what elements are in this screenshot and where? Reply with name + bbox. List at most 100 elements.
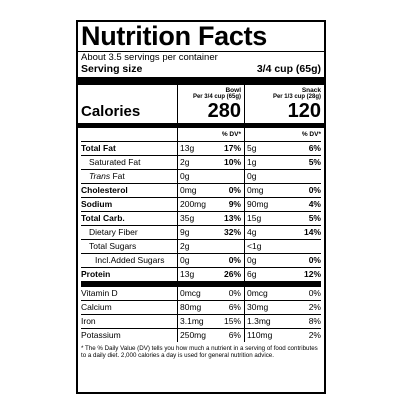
nutrient-name: Calcium: [81, 302, 112, 312]
bowl-amount: 35g: [177, 212, 212, 225]
nutrient-table: Total Fat 13g 17% 5g 6% Saturated Fat 2g 10% 1g 5…: [81, 141, 321, 342]
snack-dv: 0%: [308, 288, 321, 298]
bowl-dv: [212, 170, 244, 183]
snack-amount: 0g: [244, 170, 280, 183]
bowl-dv: 10%: [223, 157, 241, 167]
nutrient-row: Cholesterol 0mg 0% 0mg 0%: [81, 183, 321, 197]
snack-amount: 1g: [244, 156, 280, 169]
snack-amount: <1g: [244, 240, 280, 253]
snack-amount: 15g: [244, 212, 280, 225]
nutrient-row: Sodium 200mg 9% 90mg 4%: [81, 197, 321, 211]
thick-divider: [78, 77, 324, 85]
bowl-column-header: Bowl Per 3/4 cup (65g) 280: [177, 85, 244, 123]
bowl-amount: 2g: [177, 240, 212, 253]
dv-header-spacer: [81, 128, 177, 141]
nutrition-facts-label: Nutrition Facts About 3.5 servings per c…: [76, 20, 326, 394]
snack-dv: 12%: [303, 269, 321, 279]
snack-amount: 0mg: [244, 184, 280, 197]
snack-dv: 0%: [308, 255, 321, 265]
bowl-dv: [212, 240, 244, 253]
dv-header: % DV*: [177, 128, 244, 141]
snack-amount: 6g: [244, 268, 280, 281]
nutrient-row: Iron 3.1mg 15% 1.3mg 8%: [81, 314, 321, 328]
calories-value: 280: [207, 100, 241, 122]
snack-amount: 1.3mg: [244, 315, 280, 328]
nutrient-name: Dietary Fiber: [89, 227, 138, 237]
bowl-amount: 0mg: [177, 184, 212, 197]
bowl-dv: 26%: [223, 269, 241, 279]
label-title: Nutrition Facts: [81, 21, 268, 51]
bowl-amount: 13g: [177, 268, 212, 281]
nutrient-row: Calcium 80mg 6% 30mg 2%: [81, 300, 321, 314]
snack-amount: 30mg: [244, 301, 280, 314]
serving-size: Serving size 3/4 cup (65g): [81, 63, 321, 75]
nutrient-row: Total Carb. 35g 13% 15g 5%: [81, 211, 321, 225]
snack-amount: 90mg: [244, 198, 280, 211]
nutrient-row: Incl.Added Sugars 0g 0% 0g 0%: [81, 253, 321, 267]
bowl-dv: 32%: [223, 227, 241, 237]
nutrient-name-italic: Trans: [89, 171, 111, 181]
nutrient-row: Total Sugars 2g <1g: [81, 239, 321, 253]
column-name: Bowl: [225, 87, 241, 94]
column-portion: Per 3/4 cup (65g): [192, 94, 241, 100]
nutrient-name: Total Fat: [81, 143, 116, 153]
bowl-amount: 250mg: [177, 329, 212, 342]
calories-label: Calories: [81, 103, 141, 120]
snack-amount: 4g: [244, 226, 280, 239]
nutrient-name: Total Sugars: [89, 241, 137, 251]
snack-amount: 0mcg: [244, 287, 280, 300]
snack-amount: 110mg: [244, 329, 280, 342]
nutrient-name: Potassium: [81, 330, 121, 340]
nutrient-name: Protein: [81, 269, 111, 279]
snack-dv: 2%: [308, 302, 321, 312]
nutrient-row: Protein 13g 26% 6g 12%: [81, 267, 321, 286]
snack-dv: 0%: [308, 185, 321, 195]
bowl-amount: 0g: [177, 170, 212, 183]
snack-column-header: Snack Per 1/3 cup (28g) 120: [244, 85, 324, 123]
nutrient-row: Trans Fat 0g 0g: [81, 169, 321, 183]
nutrient-name: Trans Fat: [81, 170, 177, 183]
nutrient-name: Total Carb.: [81, 213, 125, 223]
divider: [78, 51, 324, 52]
snack-dv: [280, 170, 324, 183]
bowl-dv: 6%: [228, 330, 241, 340]
nutrient-row: Total Fat 13g 17% 5g 6%: [81, 141, 321, 155]
footnote: * The % Daily Value (DV) tells you how m…: [81, 345, 318, 360]
bowl-amount: 0g: [177, 254, 212, 267]
nutrient-row: Potassium 250mg 6% 110mg 2%: [81, 328, 321, 342]
nutrient-name: Incl.Added Sugars: [95, 255, 165, 265]
bowl-amount: 80mg: [177, 301, 212, 314]
snack-dv: 6%: [308, 143, 321, 153]
bowl-dv: 15%: [223, 316, 241, 326]
calories-value: 120: [287, 100, 321, 122]
calories-header: Calories Bowl Per 3/4 cup (65g) 280 Snac…: [81, 85, 321, 123]
medium-divider: [78, 123, 324, 128]
column-portion: Per 1/3 cup (28g): [272, 94, 321, 100]
nutrient-name: Vitamin D: [81, 288, 118, 298]
column-name: Snack: [301, 87, 321, 94]
nutrient-name: Cholesterol: [81, 185, 128, 195]
bowl-dv: 6%: [228, 302, 241, 312]
bowl-amount: 3.1mg: [177, 315, 212, 328]
bowl-dv: 17%: [223, 143, 241, 153]
bowl-dv: 0%: [228, 185, 241, 195]
snack-dv: 14%: [303, 227, 321, 237]
nutrient-row: Dietary Fiber 9g 32% 4g 14%: [81, 225, 321, 239]
snack-amount: 0g: [244, 254, 280, 267]
serving-size-label: Serving size: [81, 63, 143, 75]
bowl-amount: 2g: [177, 156, 212, 169]
dv-header: % DV*: [244, 128, 324, 141]
bowl-amount: 0mcg: [177, 287, 212, 300]
bowl-dv: 0%: [228, 255, 241, 265]
bowl-amount: 13g: [177, 142, 212, 155]
nutrient-row: Vitamin D 0mcg 0% 0mcg 0%: [81, 286, 321, 300]
snack-dv: 4%: [308, 199, 321, 209]
nutrient-row: Saturated Fat 2g 10% 1g 5%: [81, 155, 321, 169]
bowl-dv: 0%: [228, 288, 241, 298]
nutrient-name: Sodium: [81, 199, 113, 209]
serving-size-value: 3/4 cup (65g): [256, 63, 321, 75]
servings-per-container: About 3.5 servings per container: [81, 52, 218, 63]
nutrient-name: Saturated Fat: [89, 157, 141, 167]
snack-dv: [280, 240, 324, 253]
snack-dv: 2%: [308, 330, 321, 340]
